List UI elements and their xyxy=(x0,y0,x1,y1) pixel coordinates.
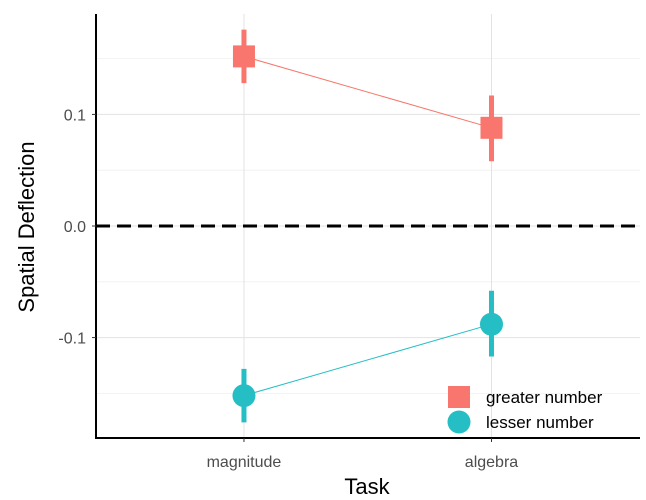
data-point-circle xyxy=(479,312,503,336)
legend-label: greater number xyxy=(486,388,603,407)
x-tick-label: magnitude xyxy=(207,454,282,471)
point-layer xyxy=(232,45,503,408)
y-tick-label: -0.1 xyxy=(58,331,86,348)
data-point-circle xyxy=(232,384,256,408)
data-point-square xyxy=(480,116,503,139)
data-point-square xyxy=(232,45,255,68)
x-axis-title: Task xyxy=(344,474,390,499)
legend-label: lesser number xyxy=(486,413,594,432)
legend-key-circle xyxy=(447,410,471,434)
series-line-1 xyxy=(243,323,492,397)
legend-key-square xyxy=(448,386,470,408)
x-tick-label: algebra xyxy=(465,454,518,471)
y-tick-labels: -0.1 0.0 0.1 xyxy=(58,107,86,347)
series-line-0 xyxy=(243,55,492,129)
connector-layer xyxy=(243,55,492,397)
y-tick-label: 0.0 xyxy=(64,219,86,236)
y-axis-title: Spatial Deflection xyxy=(14,141,39,312)
y-tick-label: 0.1 xyxy=(64,107,86,124)
legend: greater number lesser number xyxy=(447,386,603,434)
x-tick-labels: magnitude algebra xyxy=(207,454,519,471)
axis-layer xyxy=(92,14,640,442)
